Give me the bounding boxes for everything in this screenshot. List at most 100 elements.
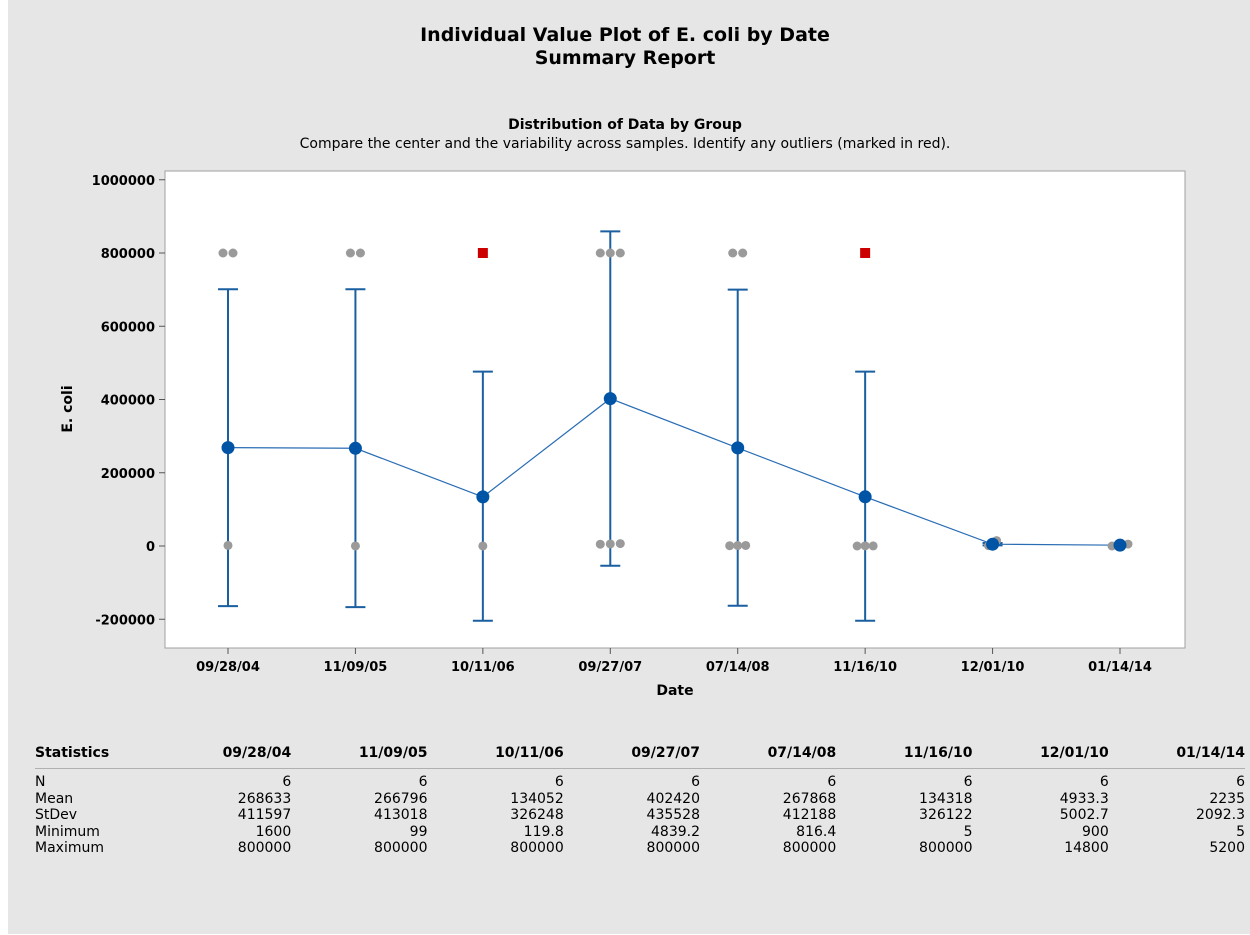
y-tick-label: 200000 (101, 467, 155, 482)
statistics-cell: 6 (418, 774, 428, 790)
x-tick-label: 11/16/10 (833, 660, 897, 675)
mean-marker (858, 490, 872, 504)
y-tick-label: 400000 (101, 394, 155, 409)
y-tick-label: 600000 (101, 320, 155, 335)
data-point (228, 248, 238, 258)
data-point (345, 248, 355, 258)
statistics-body: N 6 6 6 6 6 6 6 6 Mean 268633 266796 134052 402420 267… (35, 769, 1245, 857)
y-axis-label: E. coli (60, 385, 76, 432)
mean-marker (476, 490, 490, 504)
statistics-cell: 2235 (1209, 790, 1245, 807)
data-point (615, 539, 625, 549)
statistics-row-label: Minimum (35, 823, 100, 840)
statistics-cell: 412188 (782, 807, 837, 823)
statistics-row: N 6 6 6 6 6 6 6 6 (35, 769, 1245, 791)
chart-description: Compare the center and the variability a… (299, 136, 951, 152)
statistics-column-header: 12/01/10 (1040, 745, 1109, 761)
report-subtitle: Summary Report (534, 47, 716, 69)
data-point (615, 248, 625, 258)
statistics-cell: 816.4 (796, 823, 837, 840)
x-tick-label: 07/14/08 (706, 660, 770, 675)
y-tick-label: -200000 (95, 613, 155, 628)
data-point (852, 541, 862, 551)
statistics-cell: 1600 (255, 823, 292, 840)
statistics-row-label: Maximum (35, 840, 104, 856)
x-tick-label: 11/09/05 (324, 660, 388, 675)
mean-markers (221, 392, 1127, 552)
data-point (218, 248, 228, 258)
data-point (738, 248, 748, 258)
mean-marker (221, 441, 235, 455)
statistics-header-row: Statistics 09/28/04 11/09/05 10/11/06 09/27… (35, 745, 1245, 769)
data-point (595, 248, 605, 258)
data-point (355, 248, 365, 258)
statistics-row-label: N (35, 774, 46, 790)
statistics-cell: 800000 (510, 840, 564, 856)
data-point (868, 541, 878, 551)
report-title: Individual Value Plot of E. coli by Date (420, 24, 830, 46)
y-axis: 1000000 800000 600000 400000 200000 0 -200000 (92, 174, 165, 628)
statistics-row-label: StDev (35, 807, 78, 823)
statistics-column-header: 01/14/14 (1176, 745, 1245, 761)
statistics-cell: 4933.3 (1059, 790, 1109, 807)
x-tick-label: 09/27/07 (578, 660, 642, 675)
outlier-point (860, 248, 871, 258)
statistics-cell: 900 (1082, 823, 1109, 840)
x-tick-label: 12/01/10 (961, 660, 1025, 675)
statistics-row: StDev 411597 413018 326248 435528 412188 32612… (35, 807, 1245, 824)
statistics-cell: 119.8 (523, 823, 564, 840)
mean-marker (1113, 538, 1127, 552)
statistics-cell: 2092.3 (1196, 807, 1245, 823)
data-point (223, 540, 233, 550)
statistics-column-header: 07/14/08 (767, 745, 837, 761)
statistics-column-header: 09/28/04 (222, 745, 292, 761)
statistics-cell: 14800 (1064, 840, 1109, 856)
y-tick-label: 800000 (101, 247, 155, 262)
statistics-cell: 5 (1236, 823, 1245, 840)
y-tick-label: 0 (146, 540, 155, 555)
statistics-cell: 5002.7 (1059, 807, 1109, 823)
data-point (350, 541, 360, 551)
data-point (725, 541, 735, 551)
y-tick-label: 1000000 (92, 174, 155, 189)
data-point (478, 541, 488, 551)
individual-value-plot: 10000008000006000004000002000000-200000 … (60, 170, 1186, 699)
plot-area (164, 170, 1186, 649)
data-point (595, 539, 605, 549)
statistics-cell: 99 (409, 823, 428, 840)
data-point (605, 248, 615, 258)
statistics-column-header: 11/16/10 (903, 745, 973, 761)
statistics-cell: 5200 (1209, 840, 1245, 856)
statistics-cell: 411597 (237, 807, 292, 823)
statistics-cell: 6 (1236, 774, 1245, 790)
x-axis-label: Date (656, 683, 693, 699)
statistics-row: Mean 268633 266796 134052 402420 267868 134318… (35, 791, 1245, 808)
statistics-row: Maximum 800000 800000 800000 800000 800000 800… (35, 840, 1245, 857)
x-axis: 09/28/04 11/09/05 10/11/06 09/27/07 07/14/08… (196, 648, 1152, 675)
x-tick-label: 01/14/14 (1088, 660, 1152, 675)
x-tick-label: 10/11/06 (451, 660, 515, 675)
statistics-cell: 800000 (374, 840, 428, 856)
statistics-cell: 800000 (782, 840, 837, 856)
statistics-row: Minimum 1600 99 119.8 4839.2 816.4 5 900 5 (35, 824, 1245, 841)
statistics-column-header: 10/11/06 (495, 745, 564, 761)
statistics-cell: 268633 (237, 790, 292, 807)
statistics-cell: 6 (691, 774, 700, 790)
statistics-cell: 800000 (237, 840, 292, 856)
statistics-cell: 800000 (919, 840, 973, 856)
statistics-cell: 800000 (646, 840, 700, 856)
data-point (860, 541, 870, 551)
statistics-cell: 134318 (919, 790, 973, 807)
statistics-column-header: 11/09/05 (358, 745, 428, 761)
data-point (605, 539, 615, 549)
statistics-cell: 134052 (510, 790, 564, 807)
mean-marker (603, 392, 617, 406)
data-point (728, 248, 738, 258)
chart-title: Distribution of Data by Group (508, 117, 742, 133)
statistics-cell: 267868 (782, 790, 837, 807)
statistics-cell: 6 (554, 774, 564, 790)
data-point (741, 540, 751, 550)
statistics-cell: 6 (1099, 774, 1109, 790)
statistics-header-label: Statistics (35, 745, 110, 761)
statistics-cell: 6 (827, 774, 837, 790)
